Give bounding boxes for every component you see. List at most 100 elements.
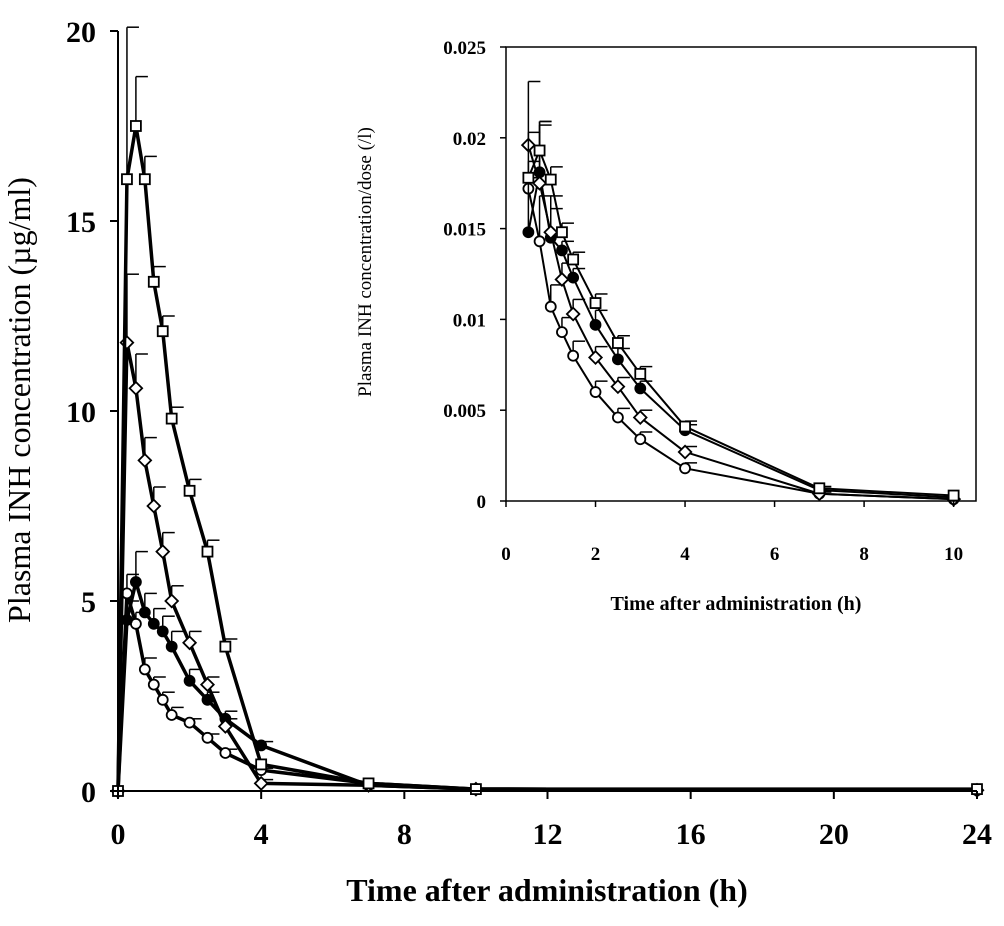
- inset-series-layer: [520, 80, 962, 507]
- main-data-point: [138, 606, 151, 619]
- inset-data-point: [567, 271, 580, 284]
- main-data-point: [165, 640, 178, 653]
- inset-data-point: [533, 144, 546, 157]
- main-y-tick-label: 10: [66, 396, 96, 429]
- inset-x-tick-label: 0: [501, 544, 511, 565]
- inset-data-point: [632, 409, 648, 425]
- inset-data-point: [679, 420, 691, 433]
- main-y-tick-label: 0: [81, 776, 96, 809]
- main-data-point: [219, 640, 232, 653]
- inset-data-point: [634, 367, 647, 380]
- main-series-line: [116, 124, 977, 792]
- inset-ticks-layer: 0 2 4 6 8 10 0 0.005 0.01 0.015 0.02 0.025: [443, 38, 963, 565]
- inset-data-point: [556, 244, 568, 257]
- main-x-tick-label: 4: [254, 818, 269, 851]
- inset-x-tick-label: 2: [591, 544, 601, 565]
- main-series-open-diamond: [110, 273, 985, 799]
- main-data-point: [147, 678, 160, 691]
- main-data-point: [255, 758, 268, 771]
- inset-data-point: [556, 226, 568, 239]
- main-data-point: [219, 747, 232, 759]
- inset-data-point: [554, 271, 570, 287]
- main-x-tick-label: 8: [397, 818, 412, 851]
- inset-x-tick-label: 4: [680, 544, 690, 565]
- inset-data-point: [612, 411, 624, 424]
- inset-y-axis-title: Plasma INH concentration/dose (/l): [355, 127, 376, 397]
- inset-data-point: [522, 226, 535, 239]
- inset-data-point: [556, 326, 568, 339]
- main-y-tick-label: 20: [66, 16, 96, 49]
- main-data-point: [199, 677, 216, 693]
- inset-x-tick-label: 10: [944, 544, 963, 565]
- main-data-point: [138, 663, 151, 676]
- inset-data-point: [634, 433, 647, 446]
- main-data-point: [470, 783, 482, 795]
- main-y-tick-label: 5: [81, 586, 96, 619]
- inset-data-point: [544, 300, 557, 313]
- inset-data-point: [567, 253, 580, 266]
- inset-panel-frame: [505, 46, 977, 502]
- main-data-point: [164, 593, 180, 609]
- main-series-open-square: [112, 26, 983, 797]
- main-data-point: [155, 544, 171, 560]
- main-data-point: [201, 731, 214, 744]
- main-data-point: [182, 635, 198, 651]
- inset-data-point: [634, 382, 647, 395]
- inset-data-point: [533, 235, 546, 248]
- inset-data-point: [522, 171, 535, 184]
- inset-data-point: [813, 482, 826, 495]
- inset-x-axis-title: Time after administration (h): [611, 593, 862, 615]
- main-data-point: [253, 775, 269, 791]
- main-series-layer: [110, 26, 985, 799]
- inset-data-point: [532, 175, 548, 191]
- main-y-tick-label: 15: [66, 206, 96, 239]
- main-data-point: [128, 380, 144, 396]
- main-data-point: [147, 275, 160, 288]
- inset-data-point: [544, 173, 557, 186]
- inset-y-tick-label: 0.01: [453, 310, 486, 331]
- inset-data-point: [679, 462, 691, 475]
- main-data-point: [121, 614, 133, 626]
- main-data-point: [129, 576, 142, 588]
- inset-y-tick-label: 0.015: [443, 220, 486, 241]
- main-data-point: [183, 674, 196, 687]
- main-data-point: [156, 325, 169, 338]
- main-series-line: [116, 340, 978, 792]
- inset-data-point: [612, 353, 624, 366]
- main-data-point: [137, 452, 153, 468]
- main-data-point: [121, 173, 133, 186]
- inset-data-point: [543, 224, 559, 240]
- main-data-point: [129, 120, 142, 132]
- inset-data-point: [589, 386, 602, 398]
- inset-data-point: [588, 350, 604, 366]
- main-data-point: [165, 709, 178, 721]
- main-data-point: [165, 412, 178, 425]
- inset-data-point: [677, 444, 693, 460]
- main-x-tick-label: 24: [962, 818, 992, 851]
- inset-data-point: [589, 318, 602, 331]
- main-data-point: [201, 545, 214, 558]
- inset-y-tick-label: 0.02: [453, 129, 486, 150]
- inset-x-tick-label: 8: [859, 544, 869, 565]
- main-data-point: [183, 716, 196, 729]
- main-data-point: [147, 617, 160, 630]
- inset-y-tick-label: 0.025: [443, 38, 486, 59]
- inset-data-point: [947, 489, 960, 502]
- inset-data-point: [565, 306, 581, 322]
- main-data-point: [362, 777, 375, 790]
- main-data-point: [156, 625, 169, 638]
- inset-chart: 0 2 4 6 8 10 0 0.005 0.01 0.015 0.02 0.025 Time aft…: [355, 38, 977, 615]
- inset-data-point: [567, 349, 580, 362]
- inset-y-tick-label: 0: [477, 492, 487, 513]
- main-x-tick-label: 20: [819, 818, 849, 851]
- inset-panel-background: [506, 47, 976, 501]
- main-data-point: [156, 693, 169, 706]
- main-x-tick-label: 0: [111, 818, 126, 851]
- inset-x-tick-label: 6: [770, 544, 780, 565]
- main-data-point: [183, 484, 196, 497]
- main-y-axis-title: Plasma INH concentration (µg/ml): [1, 177, 37, 623]
